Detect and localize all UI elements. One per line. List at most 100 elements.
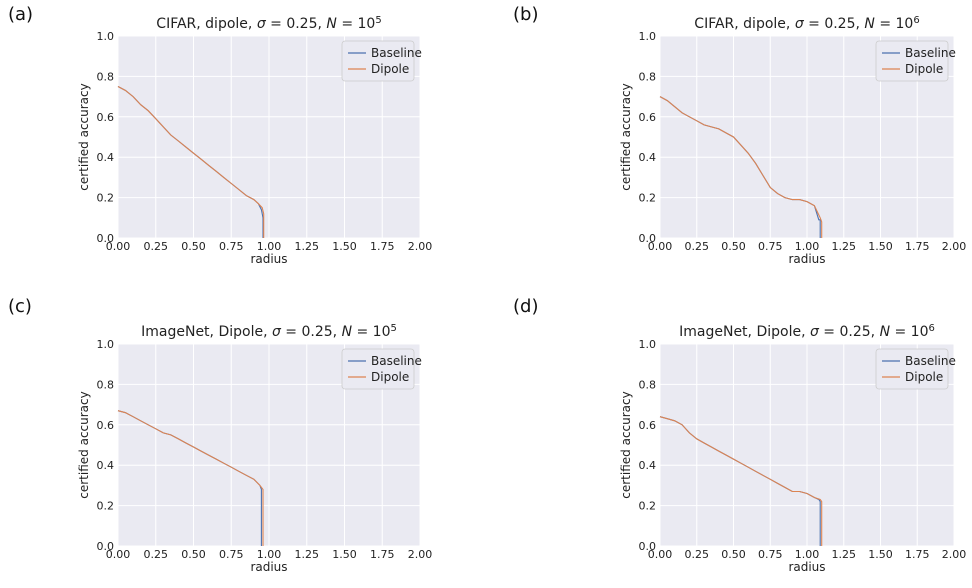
x-tick-label: 1.50 (868, 240, 893, 253)
y-axis-label: certified accuracy (77, 391, 91, 498)
panel-label: (d) (513, 296, 539, 317)
x-tick-label: 0.75 (758, 548, 783, 561)
y-tick-label: 1.0 (639, 338, 657, 351)
legend-label: Baseline (371, 46, 422, 60)
x-tick-label: 1.25 (832, 240, 857, 253)
y-tick-label: 0.8 (97, 70, 115, 83)
x-tick-label: 0.00 (648, 548, 673, 561)
x-tick-label: 0.50 (721, 548, 746, 561)
x-tick-label: 1.25 (295, 548, 320, 561)
x-tick-label: 1.00 (257, 548, 282, 561)
x-tick-label: 1.75 (905, 240, 930, 253)
y-tick-label: 0.6 (639, 419, 657, 432)
x-tick-label: 0.00 (106, 240, 131, 253)
panel-label: (c) (8, 296, 32, 317)
legend-box (341, 40, 415, 82)
chart-d: 0.00 0.25 0.50 0.75 1.00 1.25 1.50 1.75 2.00 0.0 0… (619, 323, 967, 575)
x-tick-label: 0.25 (144, 240, 169, 253)
y-tick-label: 0.4 (97, 459, 115, 472)
x-axis-label: radius (788, 560, 825, 574)
x-axis-label: radius (788, 252, 825, 266)
y-tick-label: 0.4 (639, 459, 657, 472)
x-tick-label: 0.25 (144, 548, 169, 561)
x-tick-label: 1.25 (832, 548, 857, 561)
y-tick-label: 1.0 (639, 30, 657, 43)
y-tick-label: 0.6 (97, 419, 115, 432)
y-tick-label: 0.2 (639, 500, 657, 513)
chart-title: ImageNet, Dipole, σ = 0.25, N = 105 (141, 323, 397, 341)
chart-c: 0.00 0.25 0.50 0.75 1.00 1.25 1.50 1.75 2.00 0.0 0… (77, 323, 433, 575)
x-tick-label: 0.25 (685, 548, 710, 561)
y-tick-label: 0.6 (97, 111, 115, 124)
legend-label: Dipole (371, 62, 409, 76)
y-axis-label: certified accuracy (77, 83, 91, 190)
chart-title: ImageNet, Dipole, σ = 0.25, N = 106 (679, 323, 935, 341)
y-tick-label: 0.0 (639, 540, 657, 553)
x-tick-label: 1.00 (257, 240, 282, 253)
x-tick-label: 2.00 (408, 548, 433, 561)
y-tick-label: 0.4 (639, 151, 657, 164)
x-tick-label: 1.50 (868, 548, 893, 561)
legend-label: Dipole (371, 370, 409, 384)
x-tick-label: 1.75 (370, 240, 395, 253)
y-tick-label: 0.0 (97, 540, 115, 553)
x-tick-label: 0.50 (721, 240, 746, 253)
x-tick-label: 1.25 (295, 240, 320, 253)
x-tick-label: 2.00 (408, 240, 433, 253)
chart-b: 0.00 0.25 0.50 0.75 1.00 1.25 1.50 1.75 2.00 0.0 0… (619, 15, 967, 267)
series-line-dipole (659, 96, 823, 238)
y-tick-label: 0.8 (639, 70, 657, 83)
x-tick-label: 0.75 (219, 548, 244, 561)
panel-a: (a) 0.00 0.25 0.50 0.75 1.00 1.25 1.50 1.75 2.00… (0, 0, 486, 292)
x-tick-label: 1.50 (332, 240, 357, 253)
x-tick-label: 0.50 (181, 240, 206, 253)
chart-a: 0.00 0.25 0.50 0.75 1.00 1.25 1.50 1.75 2.00 0.0 0… (77, 15, 433, 267)
legend-label: Dipole (905, 62, 943, 76)
x-tick-label: 0.75 (758, 240, 783, 253)
x-tick-label: 2.00 (942, 240, 967, 253)
y-tick-label: 0.2 (97, 500, 115, 513)
y-tick-label: 0.4 (97, 151, 115, 164)
x-tick-label: 0.25 (685, 240, 710, 253)
x-axis-label: radius (250, 252, 287, 266)
legend-box (341, 348, 415, 390)
y-tick-label: 0.6 (639, 111, 657, 124)
y-tick-label: 0.0 (639, 232, 657, 245)
y-axis-label: certified accuracy (619, 391, 633, 498)
x-tick-label: 0.00 (106, 548, 131, 561)
y-tick-label: 0.2 (639, 192, 657, 205)
x-axis-label: radius (250, 560, 287, 574)
chart-title: CIFAR, dipole, σ = 0.25, N = 105 (156, 15, 381, 33)
legend-label: Baseline (905, 46, 956, 60)
panel-d: (d) 0.00 0.25 0.50 0.75 1.00 1.25 1.50 1.75 2.00… (486, 292, 972, 584)
x-tick-label: 0.50 (181, 548, 206, 561)
panel-label: (a) (8, 4, 34, 25)
x-tick-label: 1.75 (905, 548, 930, 561)
x-tick-label: 0.75 (219, 240, 244, 253)
y-tick-label: 1.0 (97, 338, 115, 351)
panel-label: (b) (513, 4, 539, 25)
panel-c: (c) 0.00 0.25 0.50 0.75 1.00 1.25 1.50 1.75 2.00… (0, 292, 486, 584)
chart-title: CIFAR, dipole, σ = 0.25, N = 106 (694, 15, 919, 33)
x-tick-label: 1.00 (795, 240, 820, 253)
x-tick-label: 2.00 (942, 548, 967, 561)
legend-label: Baseline (905, 354, 956, 368)
series-line-dipole (117, 86, 265, 238)
legend-label: Baseline (371, 354, 422, 368)
x-tick-label: 1.00 (795, 548, 820, 561)
legend-box (875, 40, 949, 82)
x-tick-label: 1.50 (332, 548, 357, 561)
y-tick-label: 0.8 (97, 378, 115, 391)
series-line-dipole (659, 416, 823, 546)
legend-label: Dipole (905, 370, 943, 384)
x-tick-label: 1.75 (370, 548, 395, 561)
y-tick-label: 0.2 (97, 192, 115, 205)
y-axis-label: certified accuracy (619, 83, 633, 190)
y-tick-label: 1.0 (97, 30, 115, 43)
panel-b: (b) 0.00 0.25 0.50 0.75 1.00 1.25 1.50 1.75 2.00… (486, 0, 972, 292)
y-tick-label: 0.8 (639, 378, 657, 391)
y-tick-label: 0.0 (97, 232, 115, 245)
legend-box (875, 348, 949, 390)
x-tick-label: 0.00 (648, 240, 673, 253)
series-line-dipole (117, 410, 264, 546)
